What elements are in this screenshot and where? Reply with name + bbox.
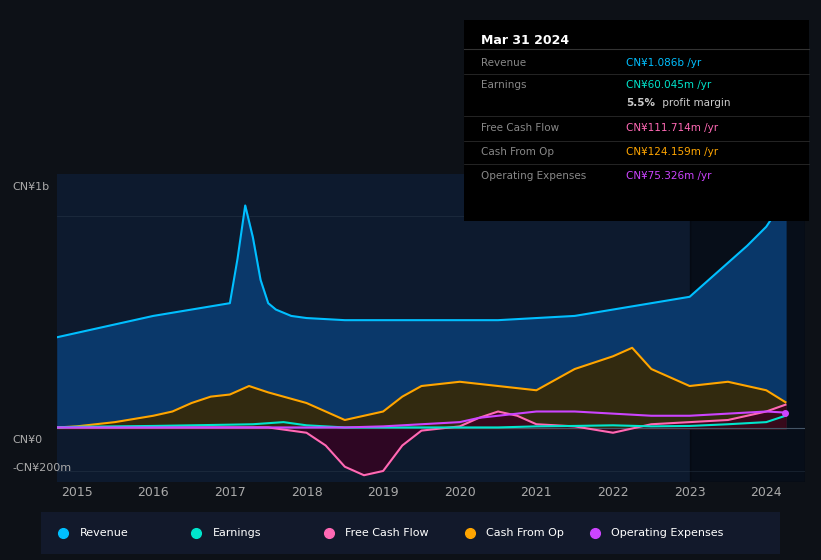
Text: 5.5%: 5.5%	[626, 98, 655, 108]
Text: Mar 31 2024: Mar 31 2024	[481, 34, 569, 46]
Text: Earnings: Earnings	[481, 80, 526, 90]
Text: CN¥60.045m /yr: CN¥60.045m /yr	[626, 80, 711, 90]
Text: Cash From Op: Cash From Op	[486, 529, 564, 538]
Text: -CN¥200m: -CN¥200m	[12, 463, 71, 473]
Text: CN¥75.326m /yr: CN¥75.326m /yr	[626, 171, 712, 181]
Text: CN¥124.159m /yr: CN¥124.159m /yr	[626, 147, 718, 157]
Text: CN¥111.714m /yr: CN¥111.714m /yr	[626, 123, 718, 133]
Text: Free Cash Flow: Free Cash Flow	[346, 529, 429, 538]
Bar	[690, 174, 805, 482]
Text: Earnings: Earnings	[213, 529, 261, 538]
Text: Cash From Op: Cash From Op	[481, 147, 554, 157]
Text: profit margin: profit margin	[658, 98, 730, 108]
Text: Revenue: Revenue	[80, 529, 128, 538]
Text: Operating Expenses: Operating Expenses	[612, 529, 724, 538]
Text: Free Cash Flow: Free Cash Flow	[481, 123, 559, 133]
Text: CN¥0: CN¥0	[12, 435, 43, 445]
Text: Revenue: Revenue	[481, 58, 526, 68]
Text: CN¥1b: CN¥1b	[12, 182, 49, 192]
Text: CN¥1.086b /yr: CN¥1.086b /yr	[626, 58, 701, 68]
Text: Operating Expenses: Operating Expenses	[481, 171, 586, 181]
